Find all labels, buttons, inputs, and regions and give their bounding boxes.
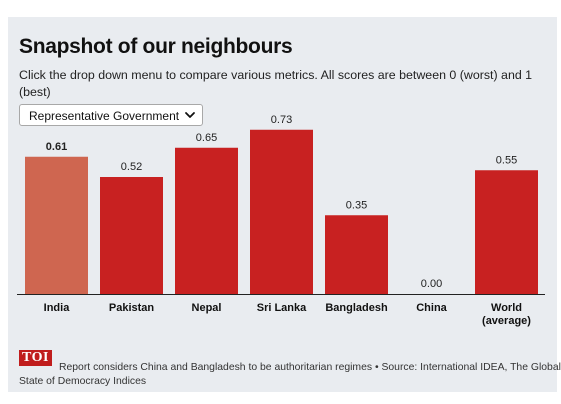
data-label-3: 0.73 (271, 114, 292, 126)
category-label-5: China (416, 302, 447, 314)
category-label-0: India (44, 302, 71, 314)
data-label-0: 0.61 (46, 141, 67, 153)
category-label-6-1: (average) (482, 315, 531, 327)
chart-subtitle: Click the drop down menu to compare vari… (19, 68, 533, 99)
source-note-line2: State of Democracy Indices (19, 376, 147, 387)
bar-3 (250, 129, 313, 294)
category-label-3: Sri Lanka (257, 302, 307, 314)
chart-title: Snapshot of our neighbours (19, 35, 293, 58)
bar-2 (175, 147, 238, 294)
bar-0 (25, 156, 88, 294)
category-label-2: Nepal (192, 302, 222, 314)
bar-chart: 0.61 India 0.52 Pakistan 0.65 Nepal 0.73 Sri La… (17, 114, 545, 327)
bar-6 (475, 170, 538, 294)
chart-card: Snapshot of our neighbours Click the dro… (8, 17, 561, 392)
bar-4 (325, 215, 388, 294)
metric-dropdown-value: Representative Government (29, 109, 180, 123)
bar-1 (100, 177, 163, 294)
data-label-2: 0.65 (196, 132, 217, 144)
data-label-6: 0.55 (496, 154, 517, 166)
category-label-1: Pakistan (109, 302, 155, 314)
source-note-line1: Report considers China and Bangladesh to… (59, 362, 561, 373)
chevron-down-icon (185, 112, 195, 118)
data-label-1: 0.52 (121, 161, 142, 173)
category-label-4: Bangladesh (325, 302, 388, 314)
metric-dropdown[interactable]: Representative Government (19, 104, 203, 126)
data-label-4: 0.35 (346, 199, 367, 211)
category-label-6-0: World (491, 302, 522, 314)
data-label-5: 0.00 (421, 278, 442, 290)
toi-logo: TOI (19, 350, 52, 366)
